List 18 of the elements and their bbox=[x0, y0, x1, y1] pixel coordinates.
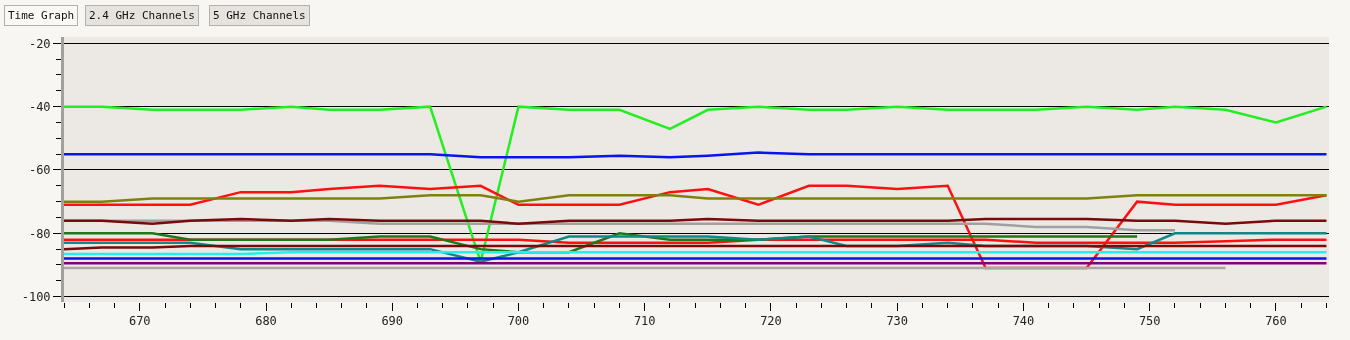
text: 2.4 GHz Channels bbox=[89, 9, 195, 22]
y-tick-label: -40 bbox=[28, 99, 51, 114]
text: 5 GHz Channels bbox=[213, 9, 306, 22]
x-tick-label: 730 bbox=[886, 314, 909, 329]
y-tick-label: -20 bbox=[28, 36, 51, 51]
y-tick-label: -80 bbox=[28, 226, 51, 241]
x-tick-label: 740 bbox=[1012, 314, 1035, 329]
x-tick-label: 680 bbox=[255, 314, 277, 329]
y-tick-label: -100 bbox=[21, 289, 51, 304]
x-tick-label: 710 bbox=[633, 314, 656, 329]
x-tick-label: 690 bbox=[381, 314, 404, 329]
y-tick-label: -60 bbox=[28, 163, 51, 178]
x-tick-label: 700 bbox=[507, 314, 530, 329]
x-tick-label: 760 bbox=[1265, 314, 1287, 329]
x-tick-label: 720 bbox=[760, 314, 782, 329]
x-tick-label: 750 bbox=[1138, 314, 1161, 329]
text: Time Graph bbox=[8, 9, 75, 22]
x-tick-label: 670 bbox=[128, 314, 151, 329]
